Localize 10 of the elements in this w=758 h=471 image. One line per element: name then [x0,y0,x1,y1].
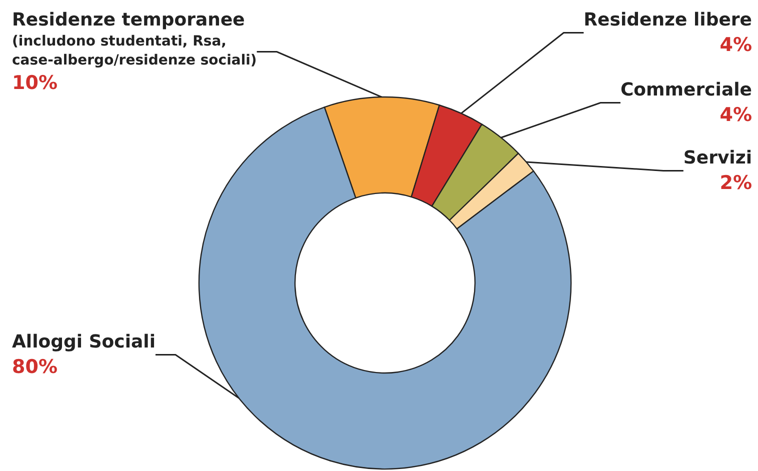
slice-label: Residenze libere [584,10,752,30]
data-label: 4% [720,104,752,126]
data-label: 10% [12,72,58,94]
slice-label: Commerciale [620,80,752,100]
slice-label: Servizi [683,148,752,168]
data-label: 2% [720,172,752,194]
slice-label: Alloggi Sociali [12,332,156,352]
slice-label: Residenze temporanee (includono studentati, Rsa, case-albergo/residenze sociali) [12,10,257,68]
data-label: 80% [12,356,58,378]
data-label: 4% [720,34,752,56]
